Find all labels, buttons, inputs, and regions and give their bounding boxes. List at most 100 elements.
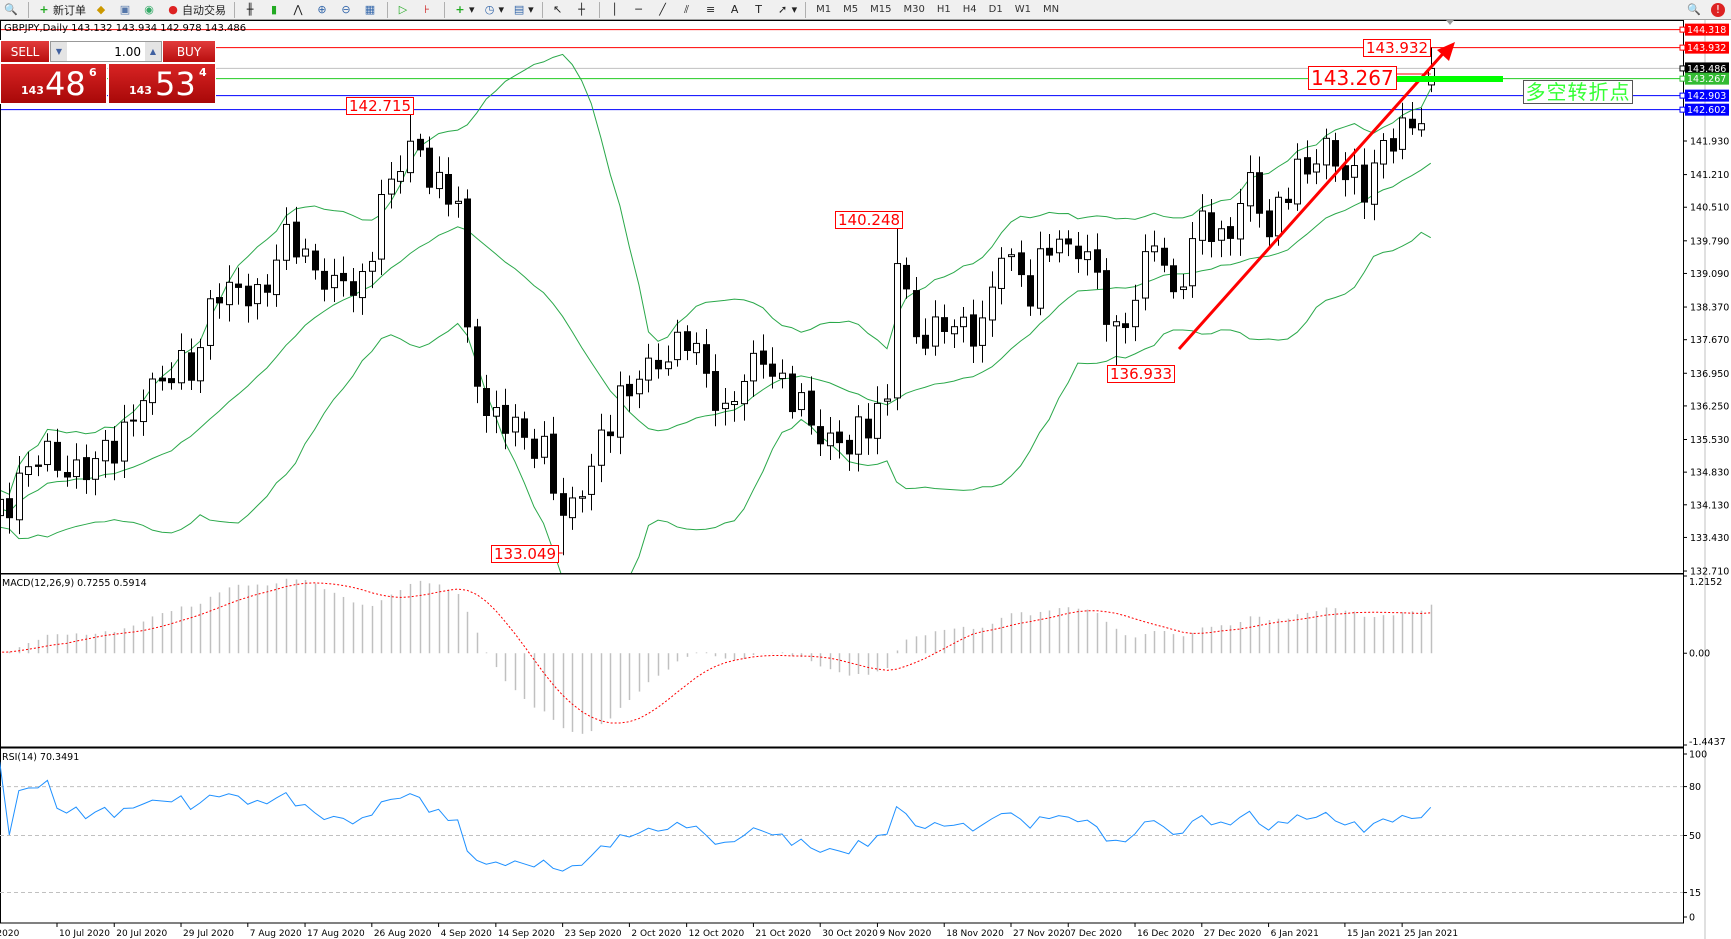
bear-candle [188, 352, 195, 381]
notification-button[interactable]: ! [1707, 1, 1731, 19]
date-tick-label: 21 Oct 2020 [755, 929, 811, 939]
bear-candle [1075, 245, 1082, 260]
timeframe-m30[interactable]: M30 [903, 4, 925, 15]
rsi-tick-label: 50 [1689, 831, 1701, 842]
vertical-line-icon: │ [611, 2, 618, 16]
bear-candle [1256, 172, 1263, 214]
line-chart-button[interactable]: ⋀ [287, 1, 311, 19]
fibonacci-button[interactable]: ≡ [700, 1, 724, 19]
buy-button[interactable]: BUY [162, 40, 216, 63]
indicators-button[interactable]: + ▾ [449, 1, 479, 19]
templates-button[interactable]: ▤ ▾ [513, 2, 534, 17]
timeframe-h1[interactable]: H1 [936, 4, 951, 15]
notification-icon: ! [1711, 2, 1725, 17]
horizontal-line-button[interactable]: ─ [628, 1, 652, 19]
price-label-136.933[interactable]: 136.933 [1107, 365, 1176, 383]
bear-candle [245, 285, 252, 307]
arrows-button[interactable]: ➚ ▾ [772, 1, 802, 19]
bear-candle [293, 221, 300, 258]
timeframe-h4[interactable]: H4 [962, 4, 977, 15]
bear-candle [235, 283, 242, 288]
quantity-stepper[interactable]: ▼ 1.00 ▲ [50, 41, 162, 62]
market-watch-button[interactable]: ◆ [90, 1, 114, 19]
timeframe-m15[interactable]: M15 [870, 4, 892, 15]
date-tick-label: 10 Jul 2020 [59, 929, 110, 939]
price-label-140.248[interactable]: 140.248 [835, 211, 904, 229]
increase-icon[interactable]: ▲ [145, 42, 161, 61]
horizontal-line-icon: ─ [635, 2, 642, 16]
bull-candle [779, 372, 786, 380]
date-tick-label: 15 Jan 2021 [1347, 929, 1401, 939]
text-label-button[interactable]: T [748, 1, 772, 19]
quantity-input[interactable]: 1.00 [114, 44, 141, 59]
bull-candle [254, 284, 261, 305]
zoom-out-button[interactable]: ⊖ [335, 1, 359, 19]
crosshair-button[interactable]: ┼ [571, 1, 595, 19]
sell-price[interactable]: 143 48 6 [0, 63, 107, 104]
bear-candle [1094, 249, 1101, 273]
price-tick-label: 141.930 [1690, 137, 1729, 148]
bull-candle [331, 274, 338, 289]
timeframe-m1[interactable]: M1 [816, 4, 832, 15]
bear-candle [1065, 238, 1072, 245]
candles-button[interactable]: ▮ [263, 1, 287, 19]
zoom-in-button[interactable]: ⊕ [311, 1, 335, 19]
price-label-143.932[interactable]: 143.932 [1363, 39, 1432, 57]
periods-icon: ◷ [484, 2, 495, 16]
bear-candle [846, 439, 853, 455]
timeframe-mn[interactable]: MN [1042, 4, 1060, 15]
equidistant-channel-button[interactable]: ⫽ [676, 1, 700, 19]
main-plot [1, 29, 1683, 573]
price-label-143.267[interactable]: 143.267 [1308, 66, 1397, 90]
bull-candle [932, 316, 939, 347]
chart-area[interactable]: 141.930 141.210 140.510 139.790 139.090 138.3… [0, 20, 1731, 939]
fibonacci-icon: ≡ [705, 2, 716, 16]
auto-trading-button[interactable]: ● 自动交易 [162, 1, 230, 19]
bar-chart-button[interactable]: ╫ [239, 1, 263, 19]
price-axis-marker [1685, 41, 1729, 54]
bull-candle [741, 380, 748, 405]
bull-candle [750, 352, 757, 382]
bull-candle [998, 257, 1005, 289]
price-axis-marker [1685, 103, 1729, 116]
decrease-icon[interactable]: ▼ [51, 42, 67, 61]
timeframe-w1[interactable]: W1 [1014, 4, 1031, 15]
bear-candle [769, 363, 776, 377]
sell-button[interactable]: SELL [0, 40, 50, 63]
date-tick-label: 6 Jan 2021 [1271, 929, 1319, 939]
vertical-line-button[interactable]: │ [604, 1, 628, 19]
bear-candle [1018, 252, 1025, 276]
text-button[interactable]: A [724, 1, 748, 19]
price-tick-label: 136.950 [1690, 369, 1729, 380]
bear-candle [216, 297, 223, 304]
bear-candle [836, 431, 843, 444]
bear-candle [531, 438, 538, 459]
zoom-icon: 🔍 [4, 2, 18, 16]
chart-shift-button[interactable]: ⊦ [416, 1, 440, 19]
sell-price-point: 6 [89, 66, 97, 79]
cursor-button[interactable]: ↖ [547, 1, 571, 19]
price-axis-marker [1685, 62, 1729, 75]
toolbar-separator [28, 1, 29, 18]
bear-candle [789, 373, 796, 413]
bear-candle [760, 350, 767, 365]
tile-button[interactable]: ▦ [359, 1, 383, 19]
pivot-point-label[interactable]: 多空转折点 [1523, 80, 1633, 104]
navigator-button[interactable]: ▣ [114, 1, 138, 19]
price-line-handle [1679, 44, 1686, 51]
bull-candle [25, 466, 32, 475]
zoom-button[interactable]: 🔍 [0, 1, 24, 19]
search-button[interactable]: 🔍 [1683, 1, 1707, 19]
timeframe-m5[interactable]: M5 [843, 4, 859, 15]
timeframe-d1[interactable]: D1 [988, 4, 1003, 15]
buy-price[interactable]: 143 53 4 [108, 63, 216, 104]
autoscroll-button[interactable]: ▷ [392, 1, 416, 19]
toolbar: 🔍 + 新订单 ◆ ▣ ◉ ● 自动交易 ╫ ▮ ⋀ ⊕ ⊖ ▦ ▷ ⊦ + ▾ ◷ ▾… [0, 0, 1731, 20]
price-label-142.715[interactable]: 142.715 [346, 97, 415, 115]
price-label-133.049[interactable]: 133.049 [491, 545, 560, 563]
new-order-button[interactable]: + 新订单 [33, 1, 90, 19]
periods-button[interactable]: ◷ ▾ [479, 1, 509, 19]
signals-button[interactable]: ◉ [138, 1, 162, 19]
trendline-button[interactable]: ╱ [652, 1, 676, 19]
symbol-info: GBPJPY,Daily 143.132 143.934 142.978 143… [4, 23, 247, 34]
